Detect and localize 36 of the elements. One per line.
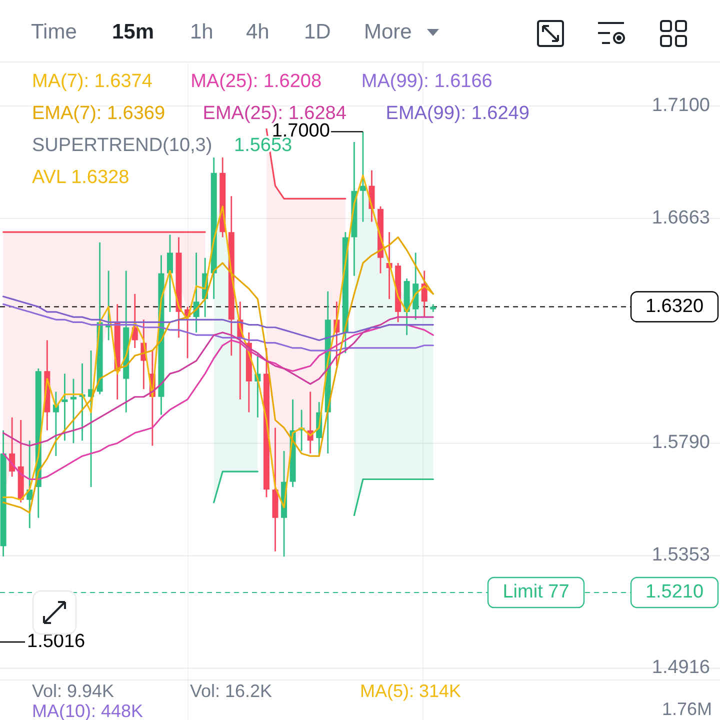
y-tick-label: 1.5790 bbox=[652, 432, 710, 454]
candlestick bbox=[62, 373, 68, 442]
text: Vol: 9.94K bbox=[32, 680, 114, 701]
annotation: AVL 1.6328 bbox=[32, 167, 130, 188]
line-series bbox=[2, 316, 434, 447]
y-tick-label: 1.6663 bbox=[652, 207, 710, 228]
y-tick-label: 1.4916 bbox=[652, 657, 710, 678]
line-series bbox=[2, 303, 434, 352]
text: Time bbox=[31, 20, 77, 44]
candlestick bbox=[166, 234, 173, 313]
candlestick bbox=[70, 378, 76, 444]
text: MA(25): 1.6208 bbox=[190, 71, 322, 92]
text: 1h bbox=[190, 20, 214, 44]
y-tick-label: 1.5353 bbox=[652, 544, 710, 566]
candlestick bbox=[360, 131, 366, 223]
line-series bbox=[2, 324, 434, 480]
text: 15m bbox=[112, 20, 154, 44]
y-tick-label: 1.7100 bbox=[652, 94, 710, 116]
ref-line-label: 1.5210 bbox=[645, 582, 704, 603]
text: 1D bbox=[304, 20, 331, 44]
text: Vol: 16.2K bbox=[190, 680, 272, 701]
text: 1.76M bbox=[662, 698, 712, 719]
text: MA(7): 1.6374 bbox=[32, 71, 153, 92]
text: 4h bbox=[246, 20, 270, 44]
text: More bbox=[364, 20, 412, 44]
line-series bbox=[2, 296, 434, 342]
text: EMA(25): 1.6284 bbox=[202, 103, 347, 124]
annotation: SUPERTREND(10,3) bbox=[32, 135, 212, 156]
line-series bbox=[2, 236, 434, 514]
annotation: 1.5016 bbox=[27, 631, 86, 652]
text: MA(99): 1.6166 bbox=[361, 71, 492, 92]
text: MA(5): 314K bbox=[360, 680, 462, 701]
ref-line-label: 1.6320 bbox=[645, 296, 704, 317]
annotation: Limit 77 bbox=[502, 582, 570, 603]
text: EMA(99): 1.6249 bbox=[386, 103, 530, 124]
text: EMA(7): 1.6369 bbox=[32, 103, 166, 124]
